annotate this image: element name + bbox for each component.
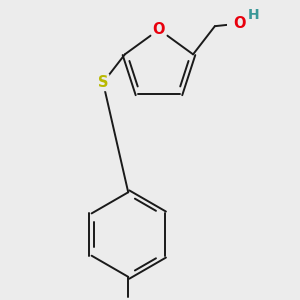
Text: H: H [248, 8, 259, 22]
Text: O: O [233, 16, 245, 31]
Text: S: S [98, 75, 108, 90]
Text: O: O [153, 22, 165, 37]
